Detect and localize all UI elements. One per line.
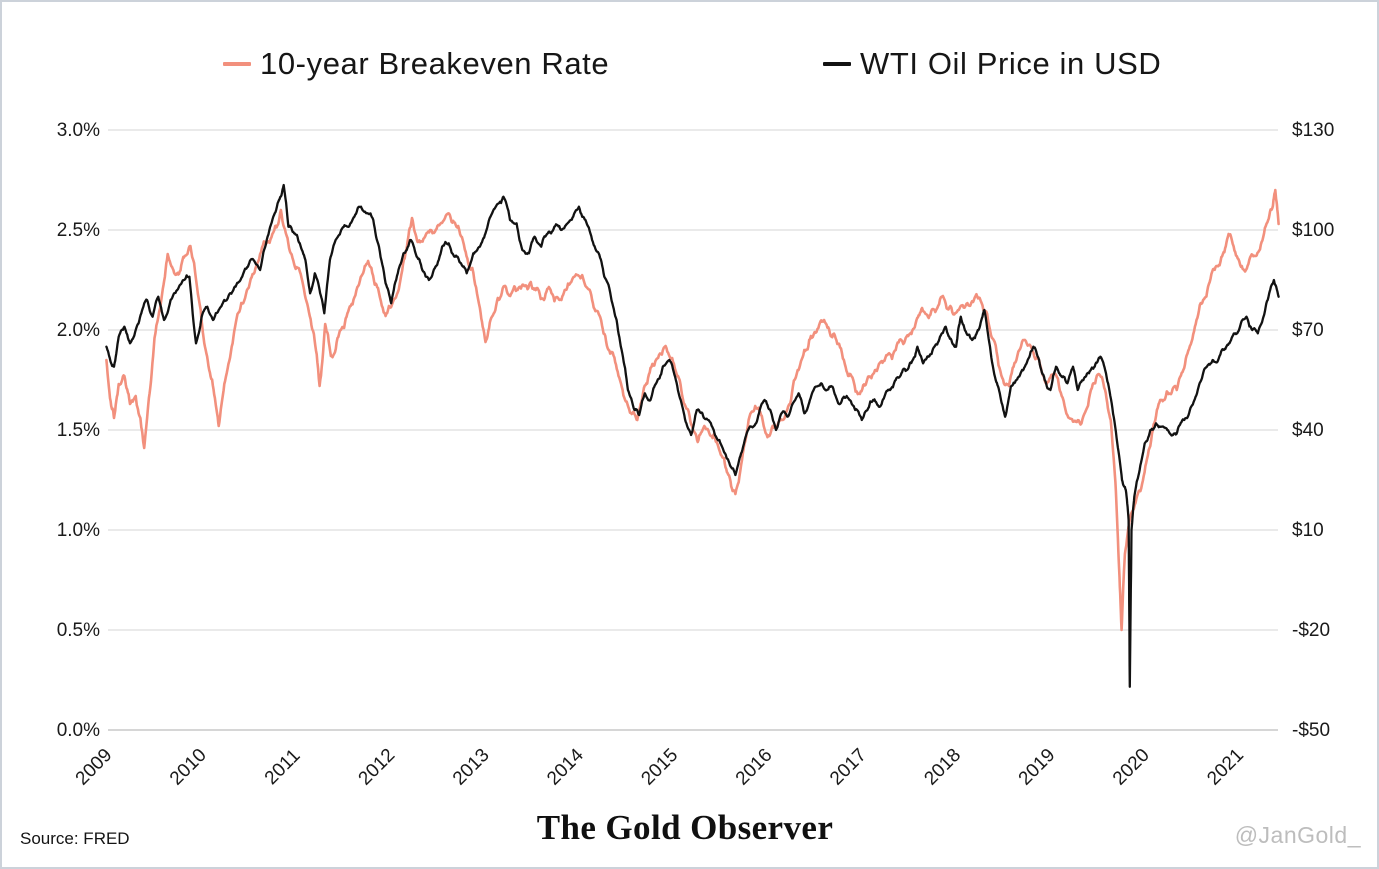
- wti-series-line: [105, 183, 1280, 688]
- y-axis-tick-right: $10: [1292, 520, 1324, 541]
- y-axis-tick-right: $70: [1292, 320, 1324, 341]
- y-axis-tick-right: $100: [1292, 220, 1334, 241]
- x-axis-tick-year: 2015: [637, 745, 682, 790]
- breakeven-series-line: [105, 188, 1280, 632]
- source-credit: Source: FRED: [20, 829, 130, 848]
- y-axis-tick-right: $40: [1292, 420, 1324, 441]
- y-axis-tick-right: -$50: [1292, 720, 1330, 741]
- twitter-handle: @JanGold_: [1234, 822, 1361, 848]
- y-axis-tick-left: 0.5%: [57, 620, 100, 641]
- breakeven-line-swatch-icon: [223, 62, 251, 66]
- y-axis-tick-left: 3.0%: [57, 120, 100, 141]
- x-axis-tick-year: 2021: [1203, 745, 1248, 790]
- y-axis-tick-left: 0.0%: [57, 720, 100, 741]
- y-axis-tick-left: 1.5%: [57, 420, 100, 441]
- y-axis-tick-right: $130: [1292, 120, 1334, 141]
- x-axis-tick-year: 2010: [166, 745, 211, 790]
- x-axis-tick-year: 2019: [1015, 745, 1060, 790]
- y-axis-tick-right: -$20: [1292, 620, 1330, 641]
- y-axis-tick-left: 1.0%: [57, 520, 100, 541]
- x-axis-tick-year: 2020: [1109, 745, 1154, 790]
- brand-title: The Gold Observer: [536, 808, 834, 847]
- x-axis-tick-year: 2009: [72, 745, 117, 790]
- x-axis-tick-year: 2012: [355, 745, 400, 790]
- x-axis-tick-year: 2011: [261, 745, 305, 789]
- y-axis-tick-left: 2.0%: [57, 320, 100, 341]
- legend-label-breakeven: 10-year Breakeven Rate: [260, 46, 610, 81]
- legend-item-breakeven: 10-year Breakeven Rate: [223, 46, 609, 82]
- x-axis-tick-year: 2014: [543, 744, 588, 789]
- x-axis-tick-year: 2017: [826, 745, 871, 790]
- legend-label-wti: WTI Oil Price in USD: [860, 46, 1162, 81]
- wti-line-swatch-icon: [823, 62, 851, 66]
- x-axis-tick-year: 2013: [449, 745, 494, 790]
- legend-item-wti: WTI Oil Price in USD: [823, 46, 1161, 82]
- x-axis-tick-year: 2018: [920, 745, 965, 790]
- x-axis-tick-year: 2016: [732, 745, 777, 790]
- y-axis-tick-left: 2.5%: [57, 220, 100, 241]
